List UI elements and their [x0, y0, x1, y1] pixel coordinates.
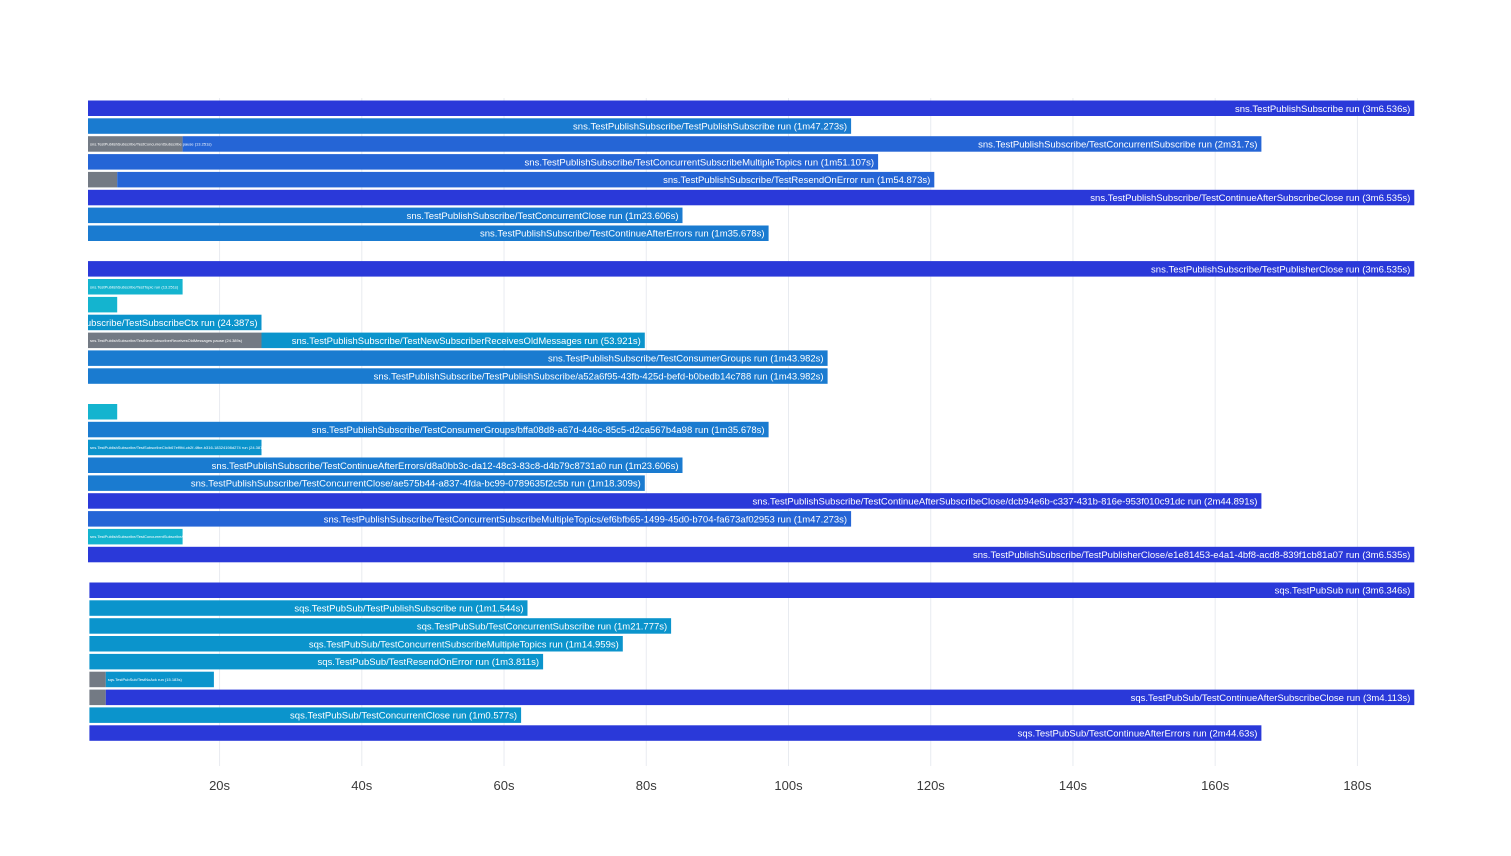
bar-label: sns.TestPublishSubscribe/TestPublisherCl…	[1151, 264, 1410, 275]
x-tick-label: 120s	[917, 778, 946, 793]
bar-label: sns.TestPublishSubscribe/TestConcurrentS…	[90, 141, 212, 146]
x-tick-label: 60s	[494, 778, 515, 793]
bar-label: sns.TestPublishSubscribe/TestPublishSubs…	[573, 122, 847, 133]
bar-label: sqs.TestPubSub/TestContinueAfterSubscrib…	[1131, 693, 1411, 704]
timeline-bar[interactable]	[88, 404, 118, 420]
bar-label: sns.TestPublishSubscribe/TestConcurrentS…	[324, 514, 847, 525]
x-tick-label: 20s	[209, 778, 230, 793]
bar-label: sns.TestPublishSubscribe/TestTopic run (…	[90, 284, 179, 289]
timeline-bar[interactable]	[88, 171, 118, 188]
bar-label: sns.TestPublishSubscribe/TestContinueAft…	[480, 229, 765, 240]
timeline-bar[interactable]	[89, 707, 522, 723]
bar-label: sns.TestPublishSubscribe/TestPublisherCl…	[973, 550, 1410, 561]
timeline-bar[interactable]	[89, 618, 672, 634]
timeline-bar[interactable]	[88, 421, 769, 438]
bar-label: sqs.TestPubSub/TestConcurrentSubscribe r…	[417, 621, 667, 632]
bar-label: sns.TestPublishSubscribe/TestConcurrentS…	[978, 139, 1257, 150]
bar-label: sns.TestPublishSubscribe/TestConsumerGro…	[548, 354, 824, 365]
timeline-bar[interactable]	[88, 154, 879, 170]
bar-label: sns.TestPublishSubscribe/TestNewSubscrib…	[90, 338, 243, 343]
timeline-bar[interactable]	[88, 296, 118, 313]
bar-label: sns.TestPublishSubscribe/TestConsumerGro…	[312, 425, 765, 436]
timeline-bar[interactable]	[88, 439, 262, 456]
timeline-bar[interactable]	[88, 261, 1415, 277]
timeline-bar[interactable]	[88, 546, 1415, 563]
timeline-bar[interactable]	[89, 653, 544, 670]
x-tick-label: 140s	[1059, 778, 1088, 793]
bar-label: sns.TestPublishSubscribe/TestNewSubscrib…	[292, 336, 641, 347]
label-layer: sns.TestPublishSubscribe run (3m6.536s) s…	[14, 104, 1411, 740]
timeline-bar[interactable]	[89, 582, 1415, 599]
timeline-bar[interactable]	[88, 314, 262, 331]
bar-label: sns.TestPublishSubscribe/TestSubscribeCt…	[90, 445, 266, 450]
bar-label: sqs.TestPubSub/TestContinueAfterErrors r…	[1018, 729, 1258, 740]
timeline-bar[interactable]	[88, 475, 645, 491]
timeline-bar[interactable]	[261, 332, 645, 349]
timeline-bar[interactable]	[88, 511, 852, 527]
timeline-bar[interactable]	[89, 671, 106, 688]
timeline-bar[interactable]	[88, 368, 828, 384]
bar-label: sqs.TestPubSub/TestPublishSubscribe run …	[294, 604, 523, 615]
timeline-bar[interactable]	[88, 493, 1262, 509]
bar-label: sns.TestPublishSubscribe/TestContinueAft…	[212, 461, 679, 472]
timeline-bar[interactable]	[182, 136, 1262, 152]
bar-label: sqs.TestPubSub/TestConcurrentSubscribeMu…	[309, 639, 619, 650]
timeline-bar[interactable]	[117, 171, 935, 188]
bar-label: sns.TestPublishSubscribe/TestResendOnErr…	[663, 175, 930, 186]
timeline-bar[interactable]	[89, 689, 106, 706]
timeline-bar[interactable]	[88, 350, 828, 366]
bar-label: sns.TestPublishSubscribe/TestSubscribeCt…	[14, 318, 258, 329]
timeline-bar[interactable]	[105, 689, 1415, 706]
bar-label: sqs.TestPubSub/TestNoAck run (15.183s)	[108, 677, 183, 682]
bar-label: sns.TestPublishSubscribe/TestConcurrentS…	[525, 157, 875, 168]
bar-label: sns.TestPublishSubscribe/TestConcurrentC…	[191, 479, 641, 490]
timeline-bar[interactable]	[88, 332, 262, 349]
x-tick-label: 40s	[351, 778, 372, 793]
timeline-bar[interactable]	[88, 457, 683, 474]
bar-label: sqs.TestPubSub run (3m6.346s)	[1275, 586, 1411, 597]
x-tick-label: 80s	[636, 778, 657, 793]
timeline-bar[interactable]	[88, 136, 183, 152]
bar-label: sns.TestPublishSubscribe/TestContinueAft…	[753, 497, 1258, 508]
timeline-bar[interactable]	[105, 671, 214, 688]
timeline-bar[interactable]	[88, 118, 852, 134]
bar-layer	[88, 100, 1415, 741]
timeline-bar[interactable]	[88, 100, 1415, 117]
x-tick-label: 180s	[1343, 778, 1372, 793]
timeline-bar[interactable]	[88, 279, 183, 295]
bar-label: sns.TestPublishSubscribe/TestConcurrentC…	[407, 211, 679, 222]
timeline-bar[interactable]	[89, 600, 528, 616]
bar-label: sns.TestPublishSubscribe/TestPublishSubs…	[374, 372, 824, 383]
bar-label: sns.TestPublishSubscribe run (3m6.536s)	[1235, 104, 1410, 115]
timeline-bar[interactable]	[88, 528, 183, 545]
timeline-bar[interactable]	[89, 725, 1262, 741]
timeline-bar[interactable]	[88, 207, 683, 224]
bar-label: sns.TestPublishSubscribe/TestContinueAft…	[1090, 193, 1410, 204]
x-axis-ticks: 20s 40s 60s 80s 100s 120s 140s 160s 180s	[209, 778, 1372, 793]
x-tick-label: 160s	[1201, 778, 1230, 793]
bar-label: sns.TestPublishSubscribe/TestConcurrentS…	[90, 534, 208, 539]
timeline-bar[interactable]	[89, 636, 623, 652]
bar-label: sqs.TestPubSub/TestResendOnError run (1m…	[317, 657, 539, 668]
timeline-bar[interactable]	[88, 189, 1415, 206]
timeline-bar[interactable]	[88, 225, 769, 242]
x-tick-label: 100s	[774, 778, 803, 793]
bar-label: sqs.TestPubSub/TestConcurrentClose run (…	[290, 711, 517, 722]
